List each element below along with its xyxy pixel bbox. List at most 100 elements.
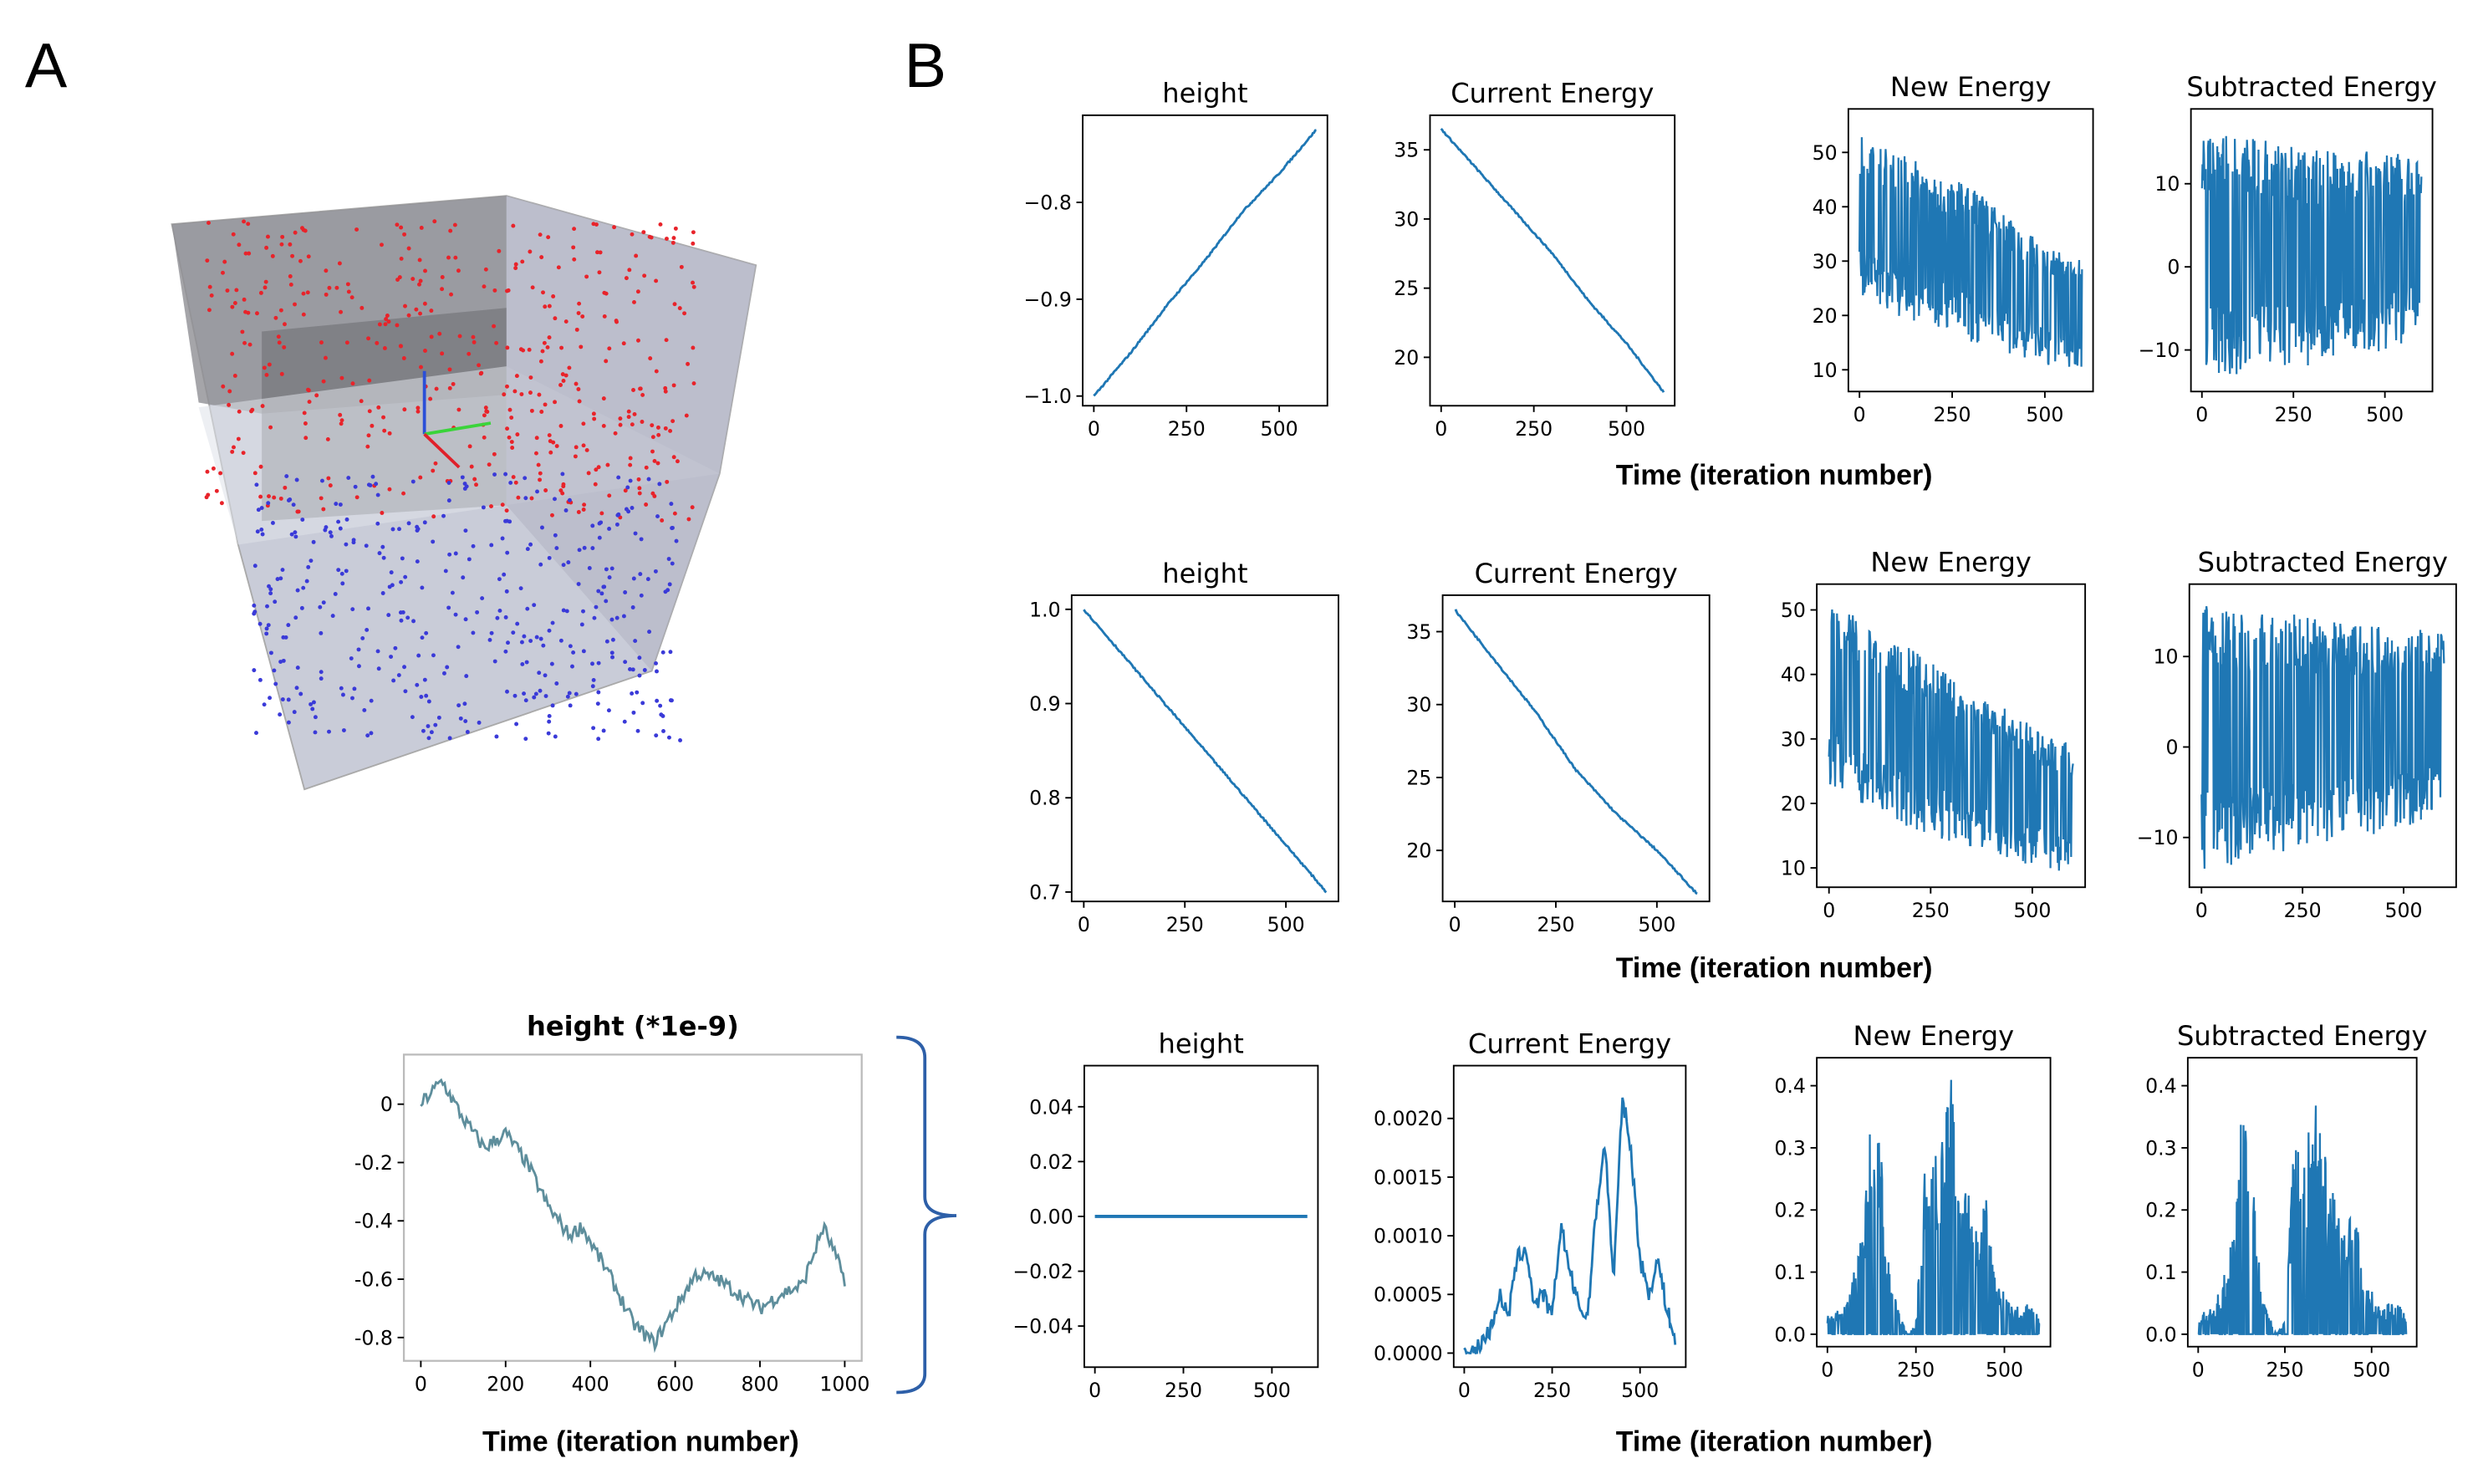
red-particle (279, 371, 284, 376)
red-particle (243, 251, 248, 256)
red-particle (671, 236, 676, 241)
blue-particle (616, 475, 621, 480)
y-tick-label: 0.8 (1029, 787, 1061, 810)
blue-particle (271, 521, 275, 525)
red-particle (663, 389, 668, 394)
blue-particle (494, 734, 499, 739)
blue-particle (256, 507, 261, 513)
chart-r3-sub: Subtracted Energy 0 250 500 0.0 0.1 0.2 0.3 0.4 (2145, 1020, 2427, 1382)
blue-particle (610, 655, 614, 660)
blue-particle (298, 691, 303, 696)
blue-particle (467, 557, 472, 562)
red-particle (214, 488, 219, 493)
blue-particle (541, 643, 546, 648)
x-tick-label: 500 (1638, 913, 1675, 936)
red-particle (605, 462, 610, 467)
blue-particle (639, 593, 644, 598)
red-particle (538, 232, 543, 237)
blue-particle (278, 660, 283, 664)
series-line (1826, 1079, 2041, 1335)
red-particle (679, 264, 684, 269)
blue-particle (543, 673, 548, 678)
blue-particle (571, 650, 576, 655)
blue-particle (519, 640, 524, 645)
red-particle (288, 242, 293, 247)
red-particle (581, 507, 586, 512)
red-particle (277, 340, 282, 345)
red-particle (267, 494, 271, 499)
red-particle (519, 392, 524, 396)
blue-particle (294, 686, 299, 691)
red-particle (384, 317, 389, 322)
blue-particle (334, 502, 339, 507)
red-particle (205, 469, 210, 474)
red-particle (558, 424, 563, 428)
red-particle (663, 426, 668, 431)
blue-particle (668, 650, 673, 655)
blue-particle (280, 697, 285, 701)
blue-particle (339, 686, 344, 691)
blue-particle (655, 669, 659, 674)
red-particle (471, 334, 476, 339)
blue-particle (321, 600, 326, 605)
red-particle (431, 514, 436, 519)
blue-particle (587, 566, 592, 570)
y-tick-label: −0.02 (1012, 1260, 1073, 1283)
x-tick-label: 0 (1435, 417, 1447, 441)
y-tick-label: 0.02 (1029, 1150, 1073, 1174)
red-particle (572, 257, 577, 262)
red-particle (376, 405, 381, 410)
red-particle (650, 435, 655, 440)
blue-particle (581, 649, 586, 654)
series-line (1828, 609, 2074, 871)
red-particle (513, 262, 518, 267)
red-particle (474, 482, 478, 487)
blue-particle (525, 547, 530, 552)
red-particle (401, 491, 406, 496)
chart-title: New Energy (1853, 1020, 2015, 1052)
red-particle (319, 340, 324, 345)
red-particle (402, 232, 407, 237)
blue-particle (252, 603, 257, 608)
red-particle (546, 235, 551, 240)
red-particle (547, 335, 552, 340)
blue-particle (561, 563, 566, 568)
red-particle (677, 306, 682, 311)
red-particle (581, 421, 586, 426)
red-particle (581, 443, 586, 448)
y-tick-label: 25 (1394, 277, 1419, 300)
blue-particle (525, 606, 530, 611)
x-tick-label: 250 (1168, 417, 1206, 441)
blue-particle (568, 703, 573, 708)
red-particle (556, 265, 561, 270)
red-particle (324, 268, 329, 273)
y-tick-label: 0.2 (1774, 1199, 1806, 1222)
blue-particle (433, 722, 438, 727)
blue-particle (604, 639, 609, 644)
red-particle (429, 334, 434, 339)
red-particle (601, 423, 606, 428)
blue-particle (601, 728, 606, 733)
red-particle (219, 501, 224, 506)
red-particle (447, 367, 452, 372)
red-particle (367, 378, 372, 383)
blue-particle (254, 731, 258, 736)
y-tick-label: 40 (1813, 196, 1838, 219)
x-tick-label: 250 (1897, 1359, 1935, 1382)
y-tick-label: 10 (2154, 645, 2179, 669)
blue-particle (308, 558, 314, 564)
red-particle (551, 294, 556, 298)
blue-particle (505, 550, 510, 555)
red-particle (483, 405, 488, 411)
blue-particle (356, 664, 361, 669)
red-particle (395, 278, 400, 282)
blue-particle (576, 582, 581, 586)
blue-particle (661, 728, 665, 733)
red-particle (632, 299, 636, 304)
red-particle (547, 303, 552, 309)
red-particle (263, 285, 268, 290)
series-line (2197, 1105, 2408, 1337)
red-particle (528, 249, 533, 254)
red-particle (637, 486, 642, 491)
blue-particle (633, 531, 638, 536)
